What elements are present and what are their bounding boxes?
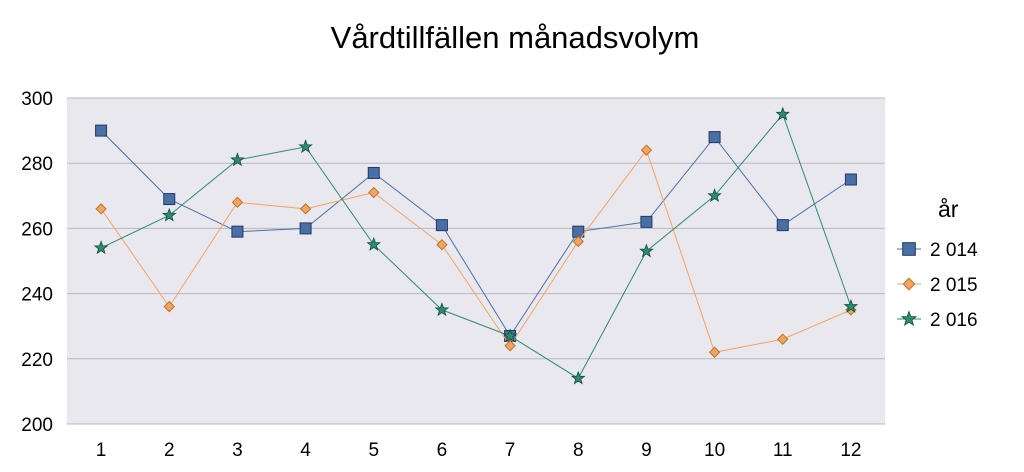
data-point-s0 xyxy=(640,215,653,228)
data-point-s2 xyxy=(434,302,450,317)
data-point-s0 xyxy=(844,173,857,186)
legend-marker xyxy=(900,310,918,326)
data-point-s2 xyxy=(502,328,518,343)
data-point-s2 xyxy=(366,237,382,251)
data-point-s2 xyxy=(570,370,586,385)
data-point-s1 xyxy=(368,186,380,199)
x-tick-label: 2 xyxy=(164,440,175,461)
legend-label: 2 016 xyxy=(930,310,978,331)
legend-label: 2 014 xyxy=(930,240,978,261)
y-tick-label: 260 xyxy=(21,219,53,240)
y-tick-label: 200 xyxy=(21,415,53,436)
series-line-0 xyxy=(100,130,852,337)
chart-title: Vårdtillfällen månadsvolym xyxy=(330,20,700,55)
data-point-s2 xyxy=(843,298,859,313)
x-tick-label: 3 xyxy=(232,440,243,461)
data-point-s1 xyxy=(777,333,789,345)
data-point-s2 xyxy=(775,106,791,121)
data-point-s1 xyxy=(640,144,653,156)
x-tick-label: 7 xyxy=(505,440,516,461)
legend-marker xyxy=(902,277,916,291)
data-point-s2 xyxy=(230,152,245,167)
y-tick-label: 300 xyxy=(21,89,53,110)
data-point-s1 xyxy=(299,203,312,215)
data-point-s1 xyxy=(95,203,107,215)
legend-marker xyxy=(902,242,916,256)
data-point-s1 xyxy=(572,235,584,248)
data-point-s1 xyxy=(231,196,244,209)
data-point-s2 xyxy=(298,139,313,154)
data-point-s1 xyxy=(708,346,721,358)
x-tick-label: 4 xyxy=(300,440,311,461)
legend-title: år xyxy=(938,196,959,222)
y-tick-label: 220 xyxy=(21,350,53,371)
data-point-s2 xyxy=(639,243,654,258)
data-point-s0 xyxy=(299,222,312,235)
data-point-s2 xyxy=(93,240,109,255)
series-line-1 xyxy=(100,149,852,353)
data-point-s0 xyxy=(231,225,244,238)
data-point-s0 xyxy=(776,219,789,232)
data-point-s1 xyxy=(436,238,448,251)
x-tick-label: 10 xyxy=(704,440,725,461)
x-tick-label: 5 xyxy=(368,440,379,461)
x-tick-label: 12 xyxy=(840,440,861,461)
series-line-2 xyxy=(100,113,852,380)
data-point-s0 xyxy=(367,166,380,179)
data-point-s2 xyxy=(707,188,722,202)
x-tick-label: 9 xyxy=(641,440,652,461)
data-point-s2 xyxy=(161,207,177,222)
data-point-s1 xyxy=(504,340,516,352)
legend-label: 2 015 xyxy=(930,275,978,296)
x-tick-label: 6 xyxy=(437,440,448,461)
y-tick-label: 280 xyxy=(21,154,53,175)
data-point-s0 xyxy=(95,124,108,137)
data-point-s1 xyxy=(163,300,175,313)
x-tick-label: 1 xyxy=(96,440,107,461)
data-point-s0 xyxy=(435,219,448,232)
x-tick-label: 8 xyxy=(573,440,584,461)
y-tick-label: 240 xyxy=(21,285,53,306)
data-point-s0 xyxy=(708,131,721,144)
x-tick-label: 11 xyxy=(773,440,793,461)
data-point-s0 xyxy=(163,193,176,206)
plot-area xyxy=(67,98,885,424)
